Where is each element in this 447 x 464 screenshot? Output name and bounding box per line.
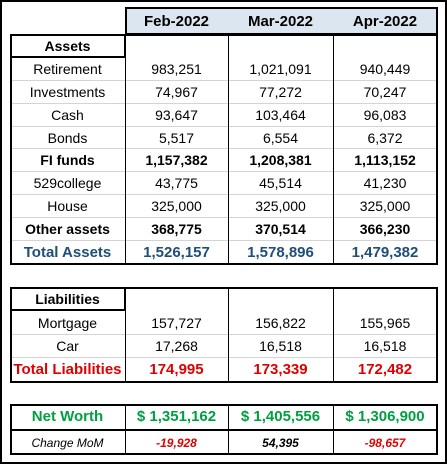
value: 74,967 <box>125 81 228 104</box>
value: 1,208,381 <box>228 149 333 172</box>
value: 1,157,382 <box>125 149 228 172</box>
column-line <box>125 34 126 265</box>
column-line <box>333 34 334 265</box>
value: 96,083 <box>333 104 437 127</box>
column-line <box>125 287 126 383</box>
column-line <box>333 287 334 383</box>
value: 325,000 <box>228 195 333 218</box>
value: 17,268 <box>125 335 228 358</box>
column-header: Feb-2022 <box>125 8 228 34</box>
row-label: House <box>10 195 125 218</box>
block-box <box>10 404 438 455</box>
row-label: Bonds <box>10 127 125 149</box>
value: 16,518 <box>333 335 437 358</box>
value: 1,113,152 <box>333 149 437 172</box>
value: 325,000 <box>333 195 437 218</box>
value: $ 1,405,556 <box>228 404 333 431</box>
header-box <box>125 7 438 35</box>
row-label: Investments <box>10 81 125 104</box>
value: 325,000 <box>125 195 228 218</box>
value: 6,372 <box>333 127 437 149</box>
value: 16,518 <box>228 335 333 358</box>
row-label: Mortgage <box>10 311 125 335</box>
value: 1,021,091 <box>228 58 333 81</box>
row-label: Net Worth <box>10 404 125 431</box>
row-label: 529college <box>10 172 125 195</box>
column-header: Mar-2022 <box>228 8 333 34</box>
column-line <box>228 34 229 265</box>
row-label: Retirement <box>10 58 125 81</box>
value: 77,272 <box>228 81 333 104</box>
row-label: FI funds <box>10 149 125 172</box>
value: 368,775 <box>125 218 228 241</box>
column-line <box>333 404 334 455</box>
value: 45,514 <box>228 172 333 195</box>
row-label: Other assets <box>10 218 125 241</box>
value: 983,251 <box>125 58 228 81</box>
column-line <box>125 404 126 455</box>
value: 93,647 <box>125 104 228 127</box>
value: 156,822 <box>228 311 333 335</box>
value: 366,230 <box>333 218 437 241</box>
value: 6,554 <box>228 127 333 149</box>
value: 370,514 <box>228 218 333 241</box>
value: 43,775 <box>125 172 228 195</box>
row-label: Car <box>10 335 125 358</box>
block-box <box>10 287 438 383</box>
value: 940,449 <box>333 58 437 81</box>
column-line <box>228 404 229 455</box>
row-label: Cash <box>10 104 125 127</box>
value: $ 1,306,900 <box>333 404 437 431</box>
value: 103,464 <box>228 104 333 127</box>
value: 41,230 <box>333 172 437 195</box>
value: 5,517 <box>125 127 228 149</box>
value: 155,965 <box>333 311 437 335</box>
block-box <box>10 34 438 265</box>
value: 157,727 <box>125 311 228 335</box>
value: 70,247 <box>333 81 437 104</box>
column-line <box>228 287 229 383</box>
value: $ 1,351,162 <box>125 404 228 431</box>
column-header: Apr-2022 <box>333 8 437 34</box>
